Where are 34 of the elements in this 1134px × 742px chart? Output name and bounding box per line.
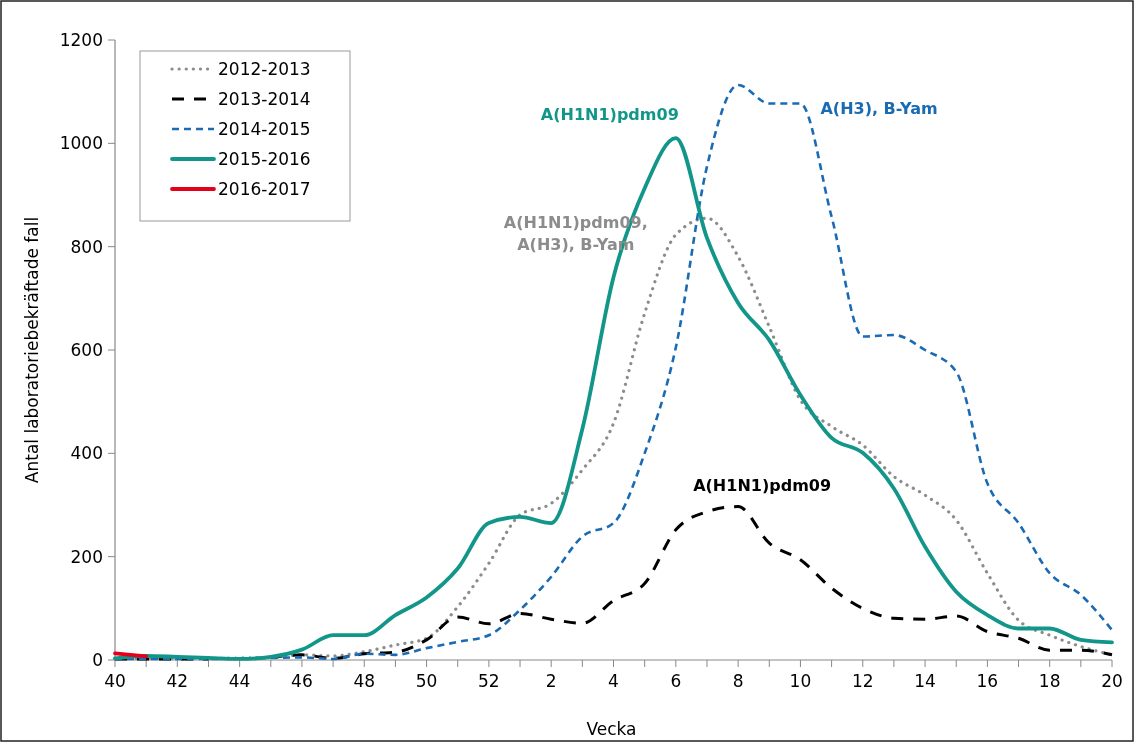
x-tick-label: 4 <box>608 671 619 691</box>
annotation: A(H1N1)pdm09 <box>540 105 679 125</box>
legend-label: 2015-2016 <box>218 148 311 169</box>
x-tick-label: 42 <box>166 671 189 691</box>
y-tick-label: 1200 <box>59 29 103 50</box>
x-axis-title: Vecka <box>586 719 637 739</box>
y-tick-label: 400 <box>70 443 103 464</box>
x-tick-label: 52 <box>478 671 500 691</box>
x-tick-label: 48 <box>353 671 376 691</box>
x-tick-label: 40 <box>104 671 126 691</box>
x-tick-label: 12 <box>851 671 874 691</box>
x-tick-label: 46 <box>291 671 313 691</box>
legend-label: 2014-2015 <box>218 118 311 139</box>
y-tick-label: 600 <box>70 339 103 360</box>
legend-label: 2016-2017 <box>218 178 311 199</box>
x-tick-label: 44 <box>228 671 251 691</box>
x-tick-label: 20 <box>1101 671 1123 691</box>
legend-label: 2013-2014 <box>218 88 311 109</box>
x-tick-label: 8 <box>732 671 744 691</box>
y-axis-title: Antal laboratoriebekräftade fall <box>22 216 42 484</box>
legend-label: 2012-2013 <box>218 58 311 79</box>
x-tick-label: 14 <box>914 671 936 691</box>
y-tick-label: 800 <box>70 236 103 257</box>
y-tick-label: 200 <box>70 546 103 567</box>
x-tick-label: 50 <box>415 671 438 691</box>
x-tick-label: 16 <box>976 671 999 691</box>
x-tick-label: 2 <box>545 671 557 691</box>
y-tick-label: 1000 <box>59 133 103 154</box>
annotation: A(H1N1)pdm09 <box>693 475 832 495</box>
x-tick-label: 10 <box>789 671 812 691</box>
x-tick-label: 18 <box>1038 671 1061 691</box>
annotation: A(H3), B-Yam <box>820 98 938 118</box>
y-tick-label: 0 <box>92 649 103 670</box>
x-tick-label: 6 <box>670 671 682 691</box>
